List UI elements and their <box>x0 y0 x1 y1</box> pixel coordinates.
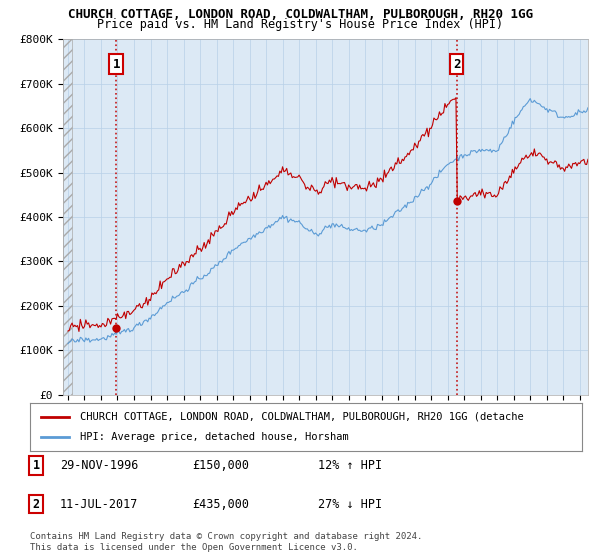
Text: CHURCH COTTAGE, LONDON ROAD, COLDWALTHAM, PULBOROUGH, RH20 1GG (detache: CHURCH COTTAGE, LONDON ROAD, COLDWALTHAM… <box>80 412 523 422</box>
Text: This data is licensed under the Open Government Licence v3.0.: This data is licensed under the Open Gov… <box>30 543 358 552</box>
Text: 2: 2 <box>32 497 40 511</box>
Text: Price paid vs. HM Land Registry's House Price Index (HPI): Price paid vs. HM Land Registry's House … <box>97 18 503 31</box>
Text: 29-NOV-1996: 29-NOV-1996 <box>60 459 139 473</box>
Text: 11-JUL-2017: 11-JUL-2017 <box>60 497 139 511</box>
Text: 27% ↓ HPI: 27% ↓ HPI <box>318 497 382 511</box>
Text: £150,000: £150,000 <box>192 459 249 473</box>
Text: 1: 1 <box>112 58 120 71</box>
Text: CHURCH COTTAGE, LONDON ROAD, COLDWALTHAM, PULBOROUGH, RH20 1GG: CHURCH COTTAGE, LONDON ROAD, COLDWALTHAM… <box>67 8 533 21</box>
Bar <box>63 39 72 395</box>
Text: 12% ↑ HPI: 12% ↑ HPI <box>318 459 382 473</box>
Text: Contains HM Land Registry data © Crown copyright and database right 2024.: Contains HM Land Registry data © Crown c… <box>30 532 422 541</box>
Text: HPI: Average price, detached house, Horsham: HPI: Average price, detached house, Hors… <box>80 432 349 442</box>
Text: 2: 2 <box>453 58 460 71</box>
Text: £435,000: £435,000 <box>192 497 249 511</box>
Text: 1: 1 <box>32 459 40 473</box>
